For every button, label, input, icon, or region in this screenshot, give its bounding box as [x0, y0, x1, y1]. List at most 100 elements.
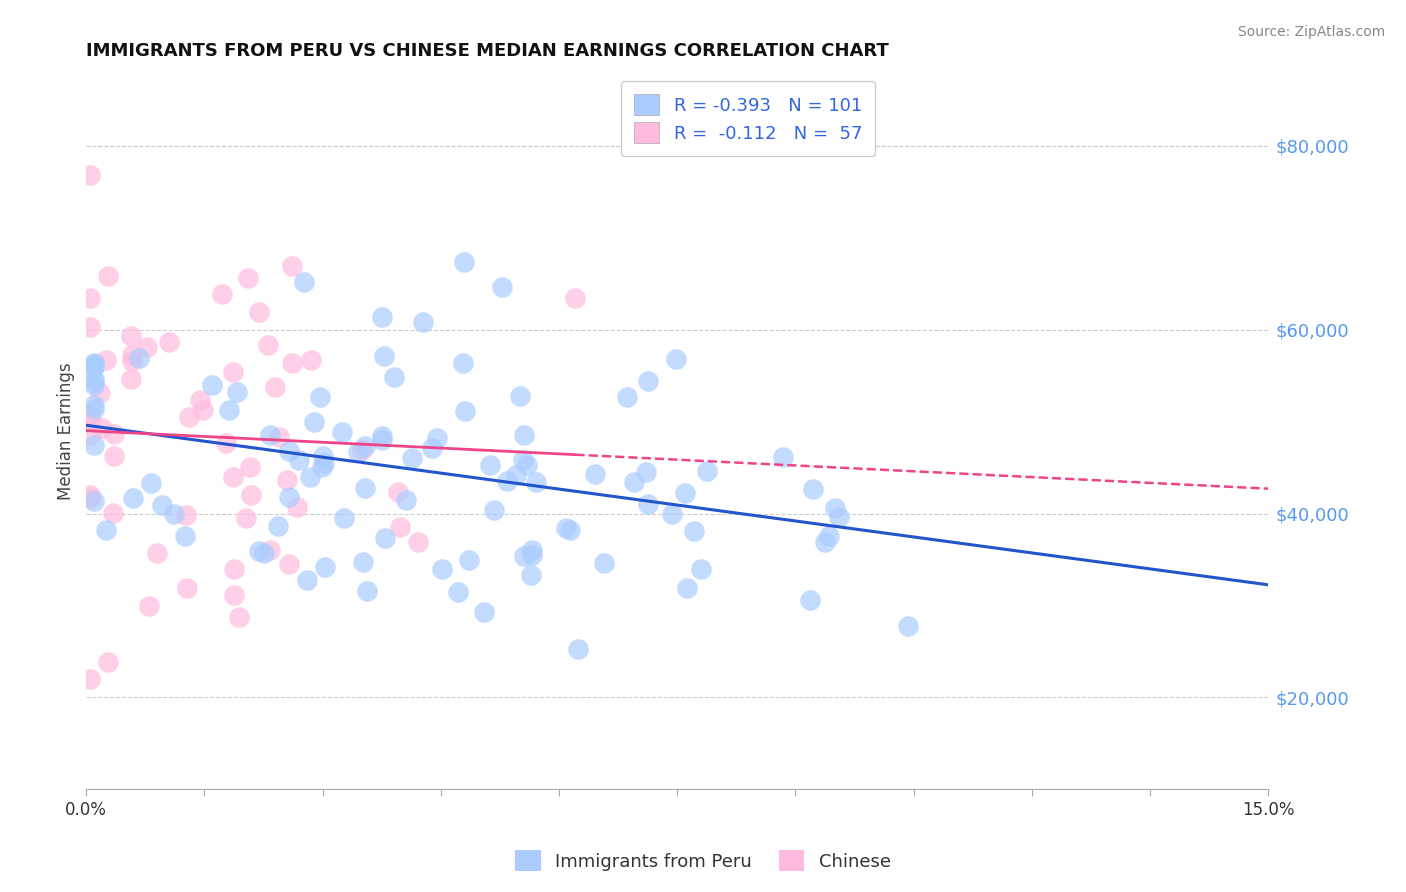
- Text: Source: ZipAtlas.com: Source: ZipAtlas.com: [1237, 25, 1385, 39]
- Point: [803, 482, 825, 496]
- Point: [637, 374, 659, 388]
- Point: [239, 460, 262, 475]
- Point: [696, 464, 718, 478]
- Point: [121, 348, 143, 362]
- Point: [120, 328, 142, 343]
- Point: [267, 430, 290, 444]
- Point: [479, 458, 502, 473]
- Point: [157, 334, 180, 349]
- Point: [505, 467, 527, 482]
- Point: [150, 498, 173, 512]
- Point: [430, 562, 453, 576]
- Point: [665, 351, 688, 366]
- Point: [401, 450, 423, 465]
- Point: [247, 305, 270, 319]
- Y-axis label: Median Earnings: Median Earnings: [58, 362, 75, 500]
- Point: [83, 372, 105, 386]
- Point: [97, 655, 120, 669]
- Point: [350, 442, 373, 457]
- Point: [276, 473, 298, 487]
- Point: [94, 353, 117, 368]
- Point: [176, 581, 198, 595]
- Point: [482, 503, 505, 517]
- Point: [564, 291, 586, 305]
- Point: [356, 584, 378, 599]
- Point: [179, 410, 201, 425]
- Point: [103, 449, 125, 463]
- Point: [387, 485, 409, 500]
- Point: [278, 443, 301, 458]
- Point: [593, 557, 616, 571]
- Point: [89, 385, 111, 400]
- Point: [616, 390, 638, 404]
- Point: [292, 275, 315, 289]
- Point: [139, 475, 162, 490]
- Point: [90, 421, 112, 435]
- Point: [79, 320, 101, 334]
- Point: [83, 438, 105, 452]
- Point: [382, 370, 405, 384]
- Point: [201, 378, 224, 392]
- Point: [120, 372, 142, 386]
- Point: [512, 549, 534, 563]
- Point: [661, 507, 683, 521]
- Point: [222, 561, 245, 575]
- Point: [83, 493, 105, 508]
- Point: [352, 555, 374, 569]
- Point: [222, 470, 245, 484]
- Point: [299, 353, 322, 368]
- Point: [253, 546, 276, 560]
- Point: [163, 508, 186, 522]
- Point: [94, 523, 117, 537]
- Legend: R = -0.393   N = 101, R =  -0.112   N =  57: R = -0.393 N = 101, R = -0.112 N = 57: [621, 81, 875, 156]
- Point: [420, 441, 443, 455]
- Point: [267, 519, 290, 533]
- Point: [583, 467, 606, 482]
- Point: [79, 491, 101, 506]
- Point: [79, 168, 101, 182]
- Point: [288, 453, 311, 467]
- Point: [309, 390, 332, 404]
- Point: [101, 507, 124, 521]
- Point: [79, 488, 101, 502]
- Point: [520, 542, 543, 557]
- Point: [512, 453, 534, 467]
- Point: [560, 523, 582, 537]
- Point: [257, 337, 280, 351]
- Point: [371, 429, 394, 443]
- Point: [235, 511, 257, 525]
- Point: [188, 393, 211, 408]
- Point: [412, 315, 434, 329]
- Point: [83, 357, 105, 371]
- Text: IMMIGRANTS FROM PERU VS CHINESE MEDIAN EARNINGS CORRELATION CHART: IMMIGRANTS FROM PERU VS CHINESE MEDIAN E…: [86, 42, 889, 60]
- Point: [817, 529, 839, 543]
- Point: [491, 280, 513, 294]
- Point: [509, 389, 531, 403]
- Point: [495, 474, 517, 488]
- Point: [675, 582, 697, 596]
- Point: [472, 605, 495, 619]
- Point: [426, 431, 449, 445]
- Point: [516, 458, 538, 472]
- Point: [83, 359, 105, 373]
- Point: [79, 291, 101, 305]
- Point: [145, 546, 167, 560]
- Point: [799, 593, 821, 607]
- Point: [259, 543, 281, 558]
- Point: [281, 355, 304, 369]
- Point: [689, 562, 711, 576]
- Point: [247, 544, 270, 558]
- Point: [138, 599, 160, 614]
- Point: [240, 488, 263, 502]
- Point: [312, 449, 335, 463]
- Point: [79, 672, 101, 686]
- Point: [263, 380, 285, 394]
- Point: [354, 481, 377, 495]
- Point: [83, 356, 105, 370]
- Point: [222, 588, 245, 602]
- Point: [828, 510, 851, 524]
- Point: [520, 568, 543, 582]
- Point: [215, 436, 238, 450]
- Point: [406, 535, 429, 549]
- Point: [83, 402, 105, 417]
